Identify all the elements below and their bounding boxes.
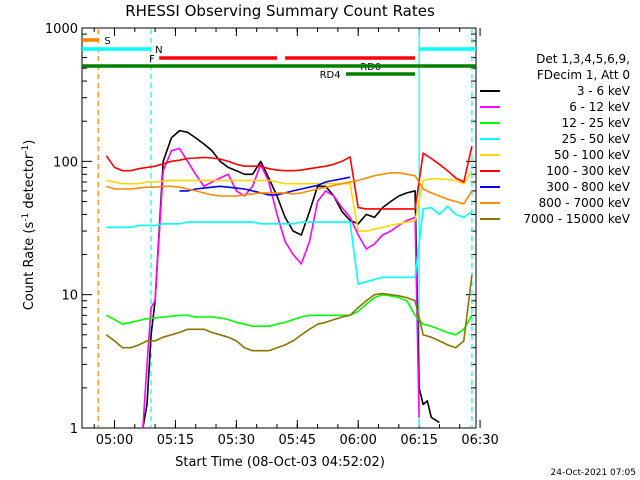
series-line-1 xyxy=(142,147,420,429)
series-line-7 xyxy=(106,172,473,205)
y-tick-label-0: 1 xyxy=(70,422,78,437)
series-line-5 xyxy=(105,145,473,210)
legend-label-7: 800 - 7000 keV xyxy=(539,196,631,210)
y-axis-label-end: ) xyxy=(22,140,37,145)
x-tick-label-2: 05:30 xyxy=(218,433,255,448)
flag-label-5: RD4 xyxy=(320,70,341,81)
flag-label-2: F xyxy=(149,54,155,65)
series-line-2 xyxy=(106,293,473,336)
series-line-4 xyxy=(106,170,473,232)
series-line-0 xyxy=(142,129,440,429)
y-axis-label-main: Count Rate (s xyxy=(22,222,37,311)
y-axis-label: Count Rate (s-1 detector-1) xyxy=(21,140,37,311)
x-axis-label: Start Time (08-Oct-03 04:52:02) xyxy=(175,455,385,470)
x-tick-label-0: 05:00 xyxy=(96,433,133,448)
y-axis-label-mid: detector xyxy=(22,153,37,213)
legend-header-line-2: FDecim 1, Att 0 xyxy=(537,68,630,82)
x-tick-label-6: 06:30 xyxy=(461,433,498,448)
legend: Det 1,3,4,5,6,9, FDecim 1, Att 0 3 - 6 k… xyxy=(480,52,631,226)
flag-label-0: S xyxy=(104,36,110,47)
y-tick-label-2: 100 xyxy=(53,155,78,170)
legend-label-0: 3 - 6 keV xyxy=(577,84,631,98)
legend-label-2: 12 - 25 keV xyxy=(562,116,631,130)
x-tick-label-3: 05:45 xyxy=(279,433,316,448)
legend-label-8: 7000 - 15000 keV xyxy=(523,212,630,226)
flag-label-1: N xyxy=(155,45,162,56)
series-line-6 xyxy=(179,176,351,196)
chart-title: RHESSI Observing Summary Count Rates xyxy=(125,2,435,20)
series-line-3 xyxy=(106,205,473,285)
footer-date: 24-Oct-2021 07:05 xyxy=(551,468,636,478)
plot-area: 05:00 05:15 05:30 05:45 06:00 06:15 06:30 1 10 10… xyxy=(45,22,499,448)
legend-label-6: 300 - 800 keV xyxy=(546,180,630,194)
legend-label-4: 50 - 100 keV xyxy=(554,148,631,162)
x-tick-label-5: 06:15 xyxy=(400,433,437,448)
legend-label-3: 25 - 50 keV xyxy=(562,132,631,146)
plot-frame xyxy=(81,27,477,429)
y-tick-label-1: 10 xyxy=(61,289,78,304)
legend-label-1: 6 - 12 keV xyxy=(569,100,631,114)
x-tick-label-4: 06:00 xyxy=(339,433,376,448)
x-tick-label-1: 05:15 xyxy=(157,433,194,448)
legend-header-line-1: Det 1,3,4,5,6,9, xyxy=(536,52,630,66)
y-axis-label-sup2: -1 xyxy=(21,145,31,154)
y-axis-label-sup1: -1 xyxy=(21,213,31,222)
series-line-8 xyxy=(105,275,473,352)
y-tick-label-3: 1000 xyxy=(45,22,78,37)
legend-label-5: 100 - 300 keV xyxy=(546,164,630,178)
